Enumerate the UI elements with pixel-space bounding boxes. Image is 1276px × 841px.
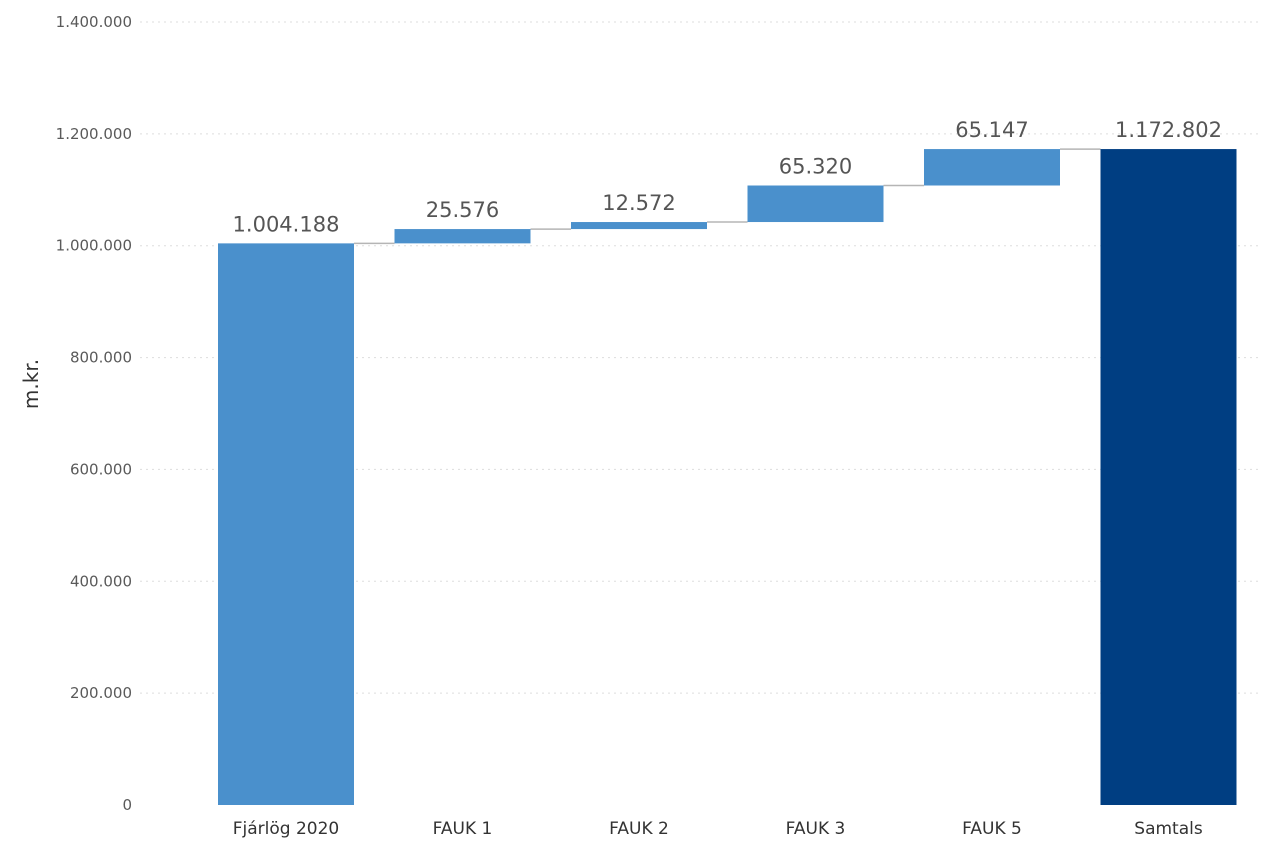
y-tick-label: 800.000: [70, 349, 132, 367]
y-axis-ticks: 0 200.000 400.000 600.000 800.000 1.000.000 1.…: [56, 13, 132, 814]
bar-fauk-3: [747, 185, 884, 223]
y-tick-label: 1.000.000: [56, 237, 132, 255]
data-label: 12.572: [602, 191, 675, 215]
x-category-label: FAUK 5: [962, 819, 1022, 839]
bars: [218, 149, 1237, 805]
x-axis-categories: Fjárlög 2020 FAUK 1 FAUK 2 FAUK 3 FAUK 5 Samt…: [233, 819, 1203, 839]
bar-samtals: [1100, 149, 1237, 805]
y-tick-label: 600.000: [70, 460, 132, 478]
data-label: 65.320: [779, 155, 852, 179]
bar-fj-rl-g-2020: [218, 243, 354, 805]
y-tick-label: 1.400.000: [56, 13, 132, 31]
x-category-label: FAUK 2: [609, 819, 669, 839]
y-tick-label: 400.000: [70, 572, 132, 590]
data-label: 1.172.802: [1115, 118, 1222, 142]
y-tick-label: 1.200.000: [56, 125, 132, 143]
x-category-label: Samtals: [1134, 819, 1203, 839]
x-category-label: Fjárlög 2020: [233, 819, 340, 839]
y-tick-label: 200.000: [70, 684, 132, 702]
connectors: [354, 148, 1101, 245]
bar-fauk-2: [571, 222, 707, 230]
y-axis-label: m.kr.: [19, 359, 43, 409]
data-label: 65.147: [955, 118, 1028, 142]
y-tick-label: 0: [122, 796, 132, 814]
bar-fauk-5: [924, 149, 1060, 186]
x-category-label: FAUK 1: [433, 819, 493, 839]
bar-fauk-1: [394, 229, 531, 244]
data-label: 25.576: [426, 198, 499, 222]
x-category-label: FAUK 3: [786, 819, 846, 839]
data-label: 1.004.188: [233, 212, 340, 236]
data-labels: 1.004.188 25.576 12.572 65.320 65.147 1.172.8…: [233, 118, 1222, 236]
